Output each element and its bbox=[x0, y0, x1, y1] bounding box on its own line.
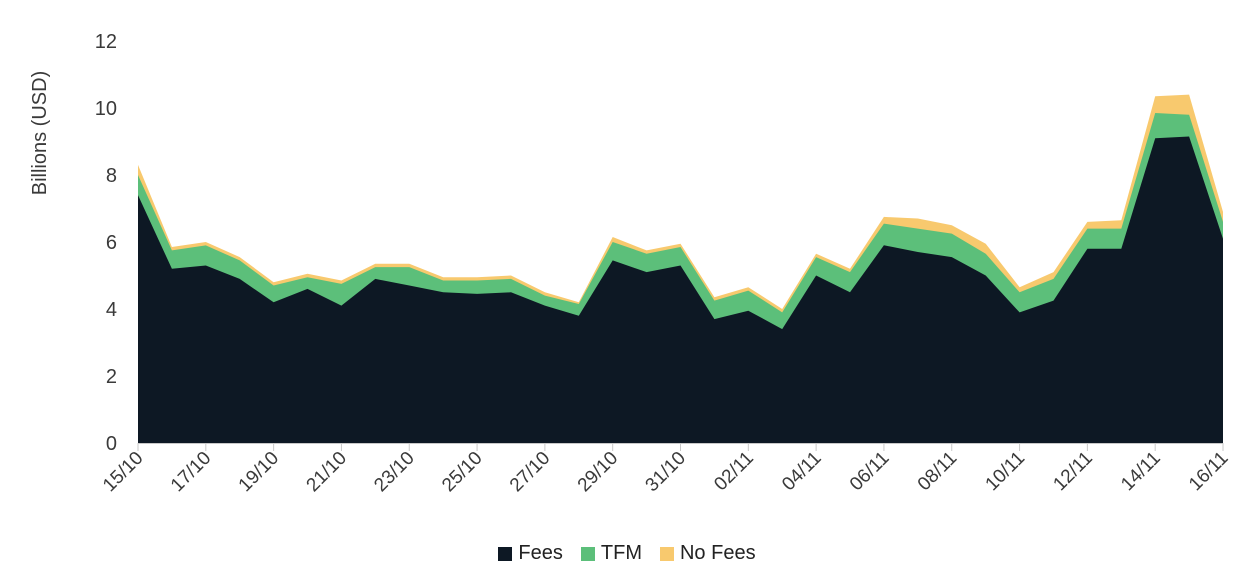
y-tick-label: 6 bbox=[106, 232, 117, 254]
x-tick-label: 17/10 bbox=[167, 448, 215, 496]
legend-swatch bbox=[580, 546, 595, 561]
x-tick-label: 16/11 bbox=[1185, 448, 1232, 495]
legend-swatch bbox=[498, 546, 513, 561]
legend-item-no-fees: No Fees bbox=[659, 542, 756, 565]
x-tick-label: 19/10 bbox=[235, 448, 283, 496]
x-tick-label: 02/11 bbox=[710, 448, 757, 495]
x-tick-label: 27/10 bbox=[506, 448, 554, 496]
y-tick-label: 10 bbox=[95, 98, 117, 120]
y-tick-label: 12 bbox=[95, 31, 117, 53]
y-axis-ticks: 0 2 4 6 8 10 12 bbox=[95, 31, 117, 455]
x-tick-label: 12/11 bbox=[1049, 448, 1096, 495]
y-tick-label: 0 bbox=[106, 433, 117, 455]
y-tick-label: 4 bbox=[106, 299, 117, 321]
y-tick-label: 2 bbox=[106, 366, 117, 388]
series-areas bbox=[138, 94, 1223, 443]
x-tick-label: 21/10 bbox=[303, 448, 351, 496]
x-tick-label: 25/10 bbox=[438, 448, 486, 496]
x-tick-label: 29/10 bbox=[574, 448, 622, 496]
y-tick-label: 8 bbox=[106, 165, 117, 187]
x-tick-label: 04/11 bbox=[778, 448, 825, 495]
legend-label: No Fees bbox=[679, 542, 756, 564]
x-tick-label: 23/10 bbox=[370, 448, 418, 496]
x-tick-label: 10/11 bbox=[982, 448, 1029, 495]
x-tick-label: 08/11 bbox=[914, 448, 961, 495]
x-tick-label: 06/11 bbox=[846, 448, 893, 495]
legend-label: TFM bbox=[600, 542, 642, 564]
legend: Fees TFM No Fees bbox=[0, 542, 1254, 565]
legend-label: Fees bbox=[518, 542, 563, 564]
x-tick-label: 31/10 bbox=[642, 448, 690, 496]
legend-item-tfm: TFM bbox=[580, 542, 642, 565]
x-axis-ticks: 15/10 17/10 19/10 21/10 23/10 25/10 27/10 29/10… bbox=[99, 443, 1233, 496]
x-tick-label: 14/11 bbox=[1117, 448, 1164, 495]
area-fees bbox=[138, 136, 1223, 443]
y-axis-title: Billions (USD) bbox=[29, 71, 51, 195]
legend-swatch bbox=[659, 546, 674, 561]
legend-item-fees: Fees bbox=[498, 542, 563, 565]
